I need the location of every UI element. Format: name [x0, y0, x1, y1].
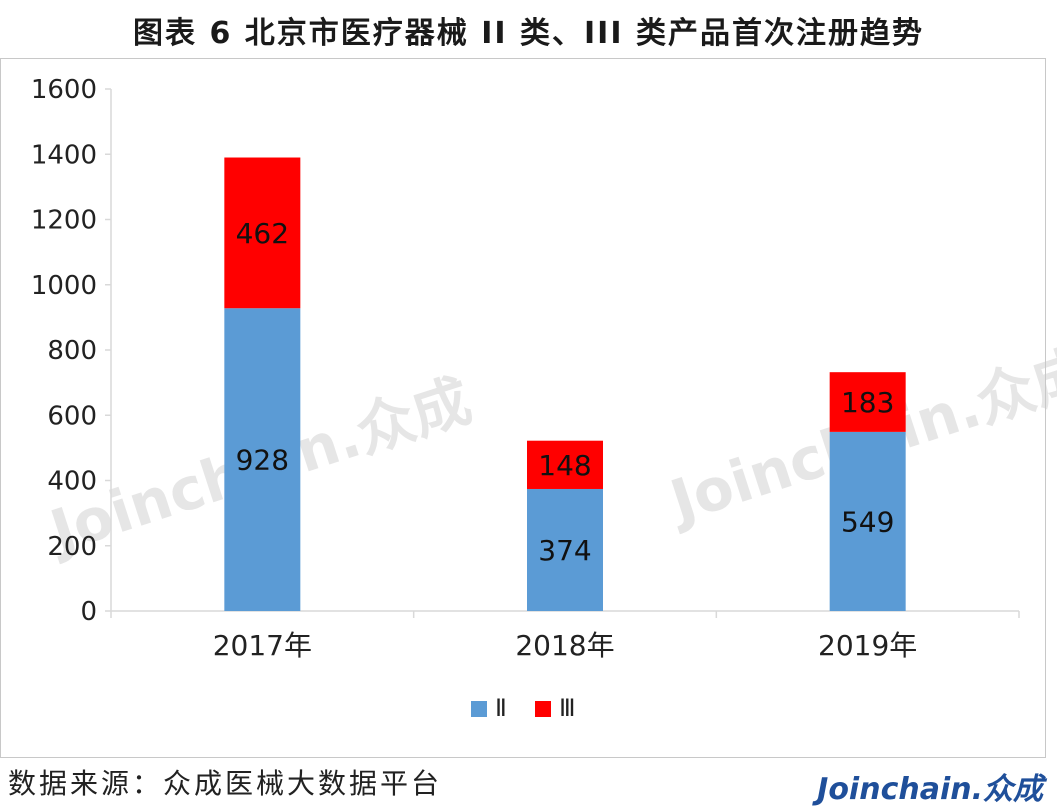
joinchain-logo: Joinchain.众成	[817, 772, 1043, 807]
stacked-bar-chart: 0 200 400 600 800 1000 1200 1400 1600 928 462 2017年…	[31, 75, 1020, 722]
x-category-label: 2019年	[818, 629, 917, 662]
data-label: 374	[538, 534, 591, 567]
data-label: 148	[538, 449, 591, 482]
bar-segment-class3	[527, 440, 603, 489]
y-tick-label: 800	[47, 336, 97, 366]
y-tick-label: 1000	[31, 271, 97, 301]
bar-segment-class2	[224, 308, 301, 611]
y-tick-label: 200	[47, 532, 97, 562]
x-category-label: 2018年	[515, 629, 614, 662]
chart-frame: Joinchain.众成 Joinchain.众成 02004006008001…	[0, 58, 1057, 758]
legend-label: Ⅲ	[559, 694, 576, 722]
y-tick-label: 1600	[31, 75, 97, 105]
bar-segment-class2	[829, 431, 906, 611]
y-tick-label: 1200	[31, 206, 97, 236]
data-label: 549	[841, 505, 894, 538]
data-label: 928	[236, 444, 289, 477]
legend-swatch	[471, 701, 487, 717]
bar-segment-class2	[527, 488, 603, 611]
legend-swatch	[535, 701, 551, 717]
y-tick-label: 400	[47, 467, 97, 497]
x-category-label: 2017年	[213, 629, 312, 662]
data-label: 462	[236, 217, 289, 250]
data-label: 183	[841, 386, 894, 419]
legend-label: Ⅱ	[495, 694, 507, 722]
bar-segment-class3	[224, 157, 301, 309]
y-tick-label: 600	[47, 401, 97, 431]
data-source-note: 数据来源：众成医械大数据平台	[8, 767, 443, 800]
y-tick-label: 1400	[31, 140, 97, 170]
chart-title: 图表 6 北京市医疗器械 II 类、III 类产品首次注册趋势	[133, 16, 924, 51]
bar-segment-class3	[829, 372, 906, 432]
y-tick-label: 0	[80, 597, 97, 627]
